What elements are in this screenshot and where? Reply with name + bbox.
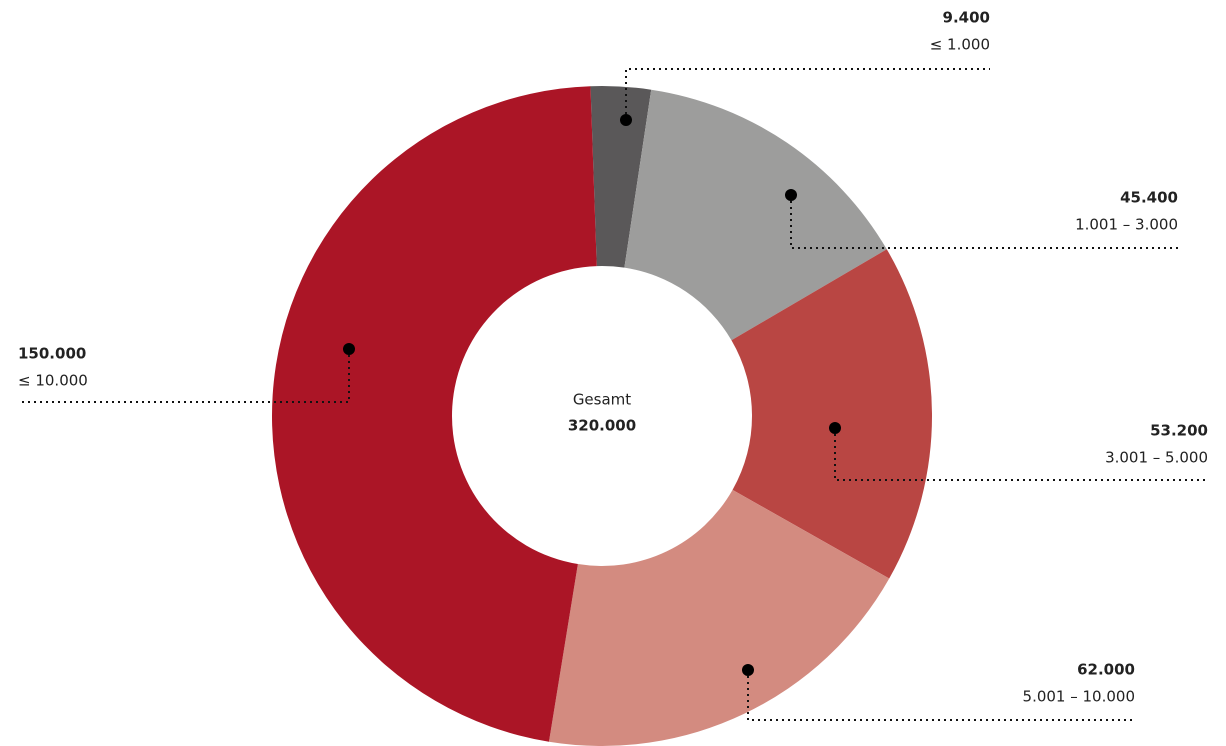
callout-dot	[742, 664, 754, 676]
value-label: 9.400	[943, 9, 990, 27]
category-label: ≤ 10.000	[18, 372, 88, 390]
slice	[271, 86, 597, 742]
slice	[731, 249, 932, 579]
leader-line	[834, 428, 1208, 481]
value-label: 45.400	[1120, 189, 1178, 207]
category-label: 5.001 – 10.000	[1023, 688, 1135, 706]
callout-dot	[829, 422, 841, 434]
category-label: 1.001 – 3.000	[1075, 216, 1178, 234]
value-label: 150.000	[18, 345, 86, 363]
category-label: 3.001 – 5.000	[1105, 449, 1208, 467]
slice	[624, 89, 887, 341]
value-label: 62.000	[1077, 661, 1135, 679]
slice	[548, 489, 890, 746]
leader-line	[747, 670, 1135, 721]
value-label: 53.200	[1150, 422, 1208, 440]
slice	[590, 85, 652, 268]
center-label: Gesamt	[573, 391, 631, 409]
category-label: ≤ 1.000	[930, 36, 990, 54]
center-value: 320.000	[568, 417, 636, 435]
callout-dot	[620, 114, 632, 126]
callout-dot	[343, 343, 355, 355]
callout-dot	[785, 189, 797, 201]
